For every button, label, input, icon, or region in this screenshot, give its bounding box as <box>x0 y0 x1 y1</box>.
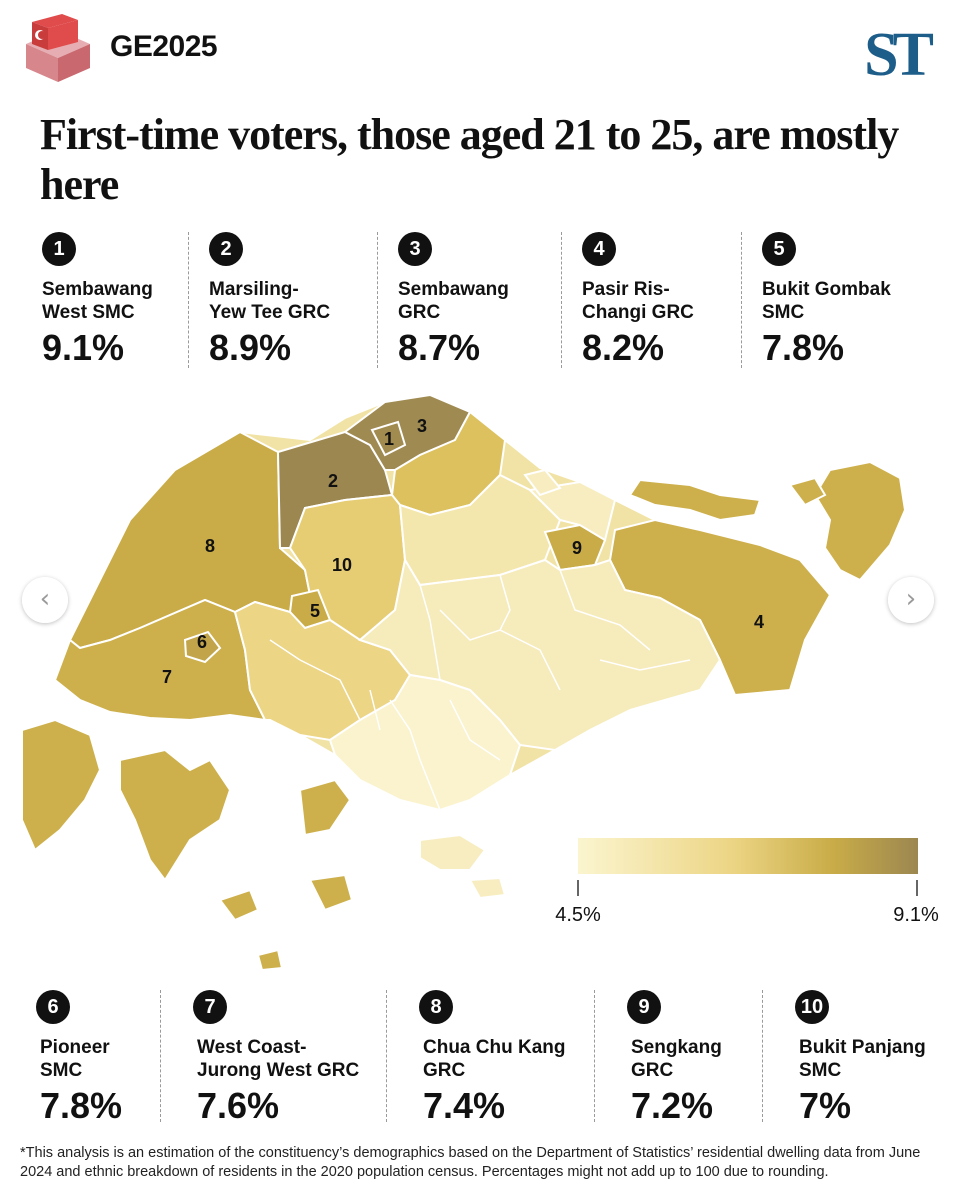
rank-number: 4 <box>582 232 616 266</box>
rank-number: 7 <box>193 990 227 1024</box>
region-south <box>328 673 522 812</box>
rank-number: 8 <box>419 990 453 1024</box>
rank-item-10: 10 Bukit Panjang SMC 7% <box>762 990 936 1126</box>
rank-item-5: 5 Bukit Gombak SMC 7.8% <box>741 232 936 368</box>
headline: First-time voters, those aged 21 to 25, … <box>40 110 899 209</box>
header: GE2025 ST <box>22 14 936 89</box>
sentosa <box>419 833 487 871</box>
region-label-10: 10 <box>332 555 352 575</box>
region-label-9: 9 <box>572 538 582 558</box>
constituency-name: Sembawang West SMC <box>42 279 153 323</box>
percentage-value: 8.2% <box>582 327 665 368</box>
region-label-1: 1 <box>384 429 394 449</box>
publisher-logo: ST <box>864 21 934 89</box>
south-island-2 <box>308 873 354 912</box>
region-label-4: 4 <box>754 612 764 632</box>
pulau-ubin <box>628 478 762 522</box>
south-island-3 <box>256 948 284 972</box>
constituency-name: Bukit Panjang SMC <box>799 1037 926 1081</box>
footnote: *This analysis is an estimation of the c… <box>20 1145 921 1180</box>
color-legend: 4.5% 9.1% <box>555 838 939 926</box>
constituency-name: Marsiling- Yew Tee GRC <box>209 279 331 323</box>
rank-item-7: 7 West Coast- Jurong West GRC 7.6% <box>160 990 386 1126</box>
bottom-ranking-row: 6 Pioneer SMC 7.8% 7 West Coast- Jurong … <box>22 990 936 1126</box>
constituency-name: Sembawang GRC <box>398 279 509 323</box>
rank-number: 3 <box>398 232 432 266</box>
constituency-name: Pioneer SMC <box>40 1037 110 1081</box>
rank-item-3: 3 Sembawang GRC 8.7% <box>377 232 561 368</box>
top-ranking-row: 1 Sembawang West SMC 9.1% 2 Marsiling- Y… <box>22 232 936 368</box>
region-label-3: 3 <box>417 416 427 436</box>
percentage-value: 9.1% <box>42 327 125 368</box>
region-label-5: 5 <box>310 601 320 621</box>
rank-item-4: 4 Pasir Ris- Changi GRC 8.2% <box>561 232 741 368</box>
region-label-2: 2 <box>328 471 338 491</box>
previous-slide-button[interactable]: ‹ <box>22 577 68 623</box>
legend-min-label: 4.5% <box>555 904 601 926</box>
brand-tag: GE2025 <box>110 30 218 63</box>
region-sengkang <box>543 523 607 572</box>
rank-item-6: 6 Pioneer SMC 7.8% <box>22 990 160 1126</box>
constituency-name: Bukit Gombak SMC <box>762 279 891 323</box>
region-punggol <box>527 480 617 542</box>
percentage-value: 8.7% <box>398 327 481 368</box>
percentage-value: 7.6% <box>197 1085 280 1126</box>
ballot-box-icon <box>26 14 90 82</box>
rank-item-8: 8 Chua Chu Kang GRC 7.4% <box>386 990 594 1126</box>
region-label-7: 7 <box>162 667 172 687</box>
constituency-boundaries <box>269 569 691 811</box>
jurong-island <box>119 748 232 882</box>
percentage-value: 8.9% <box>209 327 292 368</box>
region-labels: 1 2 3 4 5 6 7 8 9 10 <box>162 416 764 687</box>
constituency-name: Sengkang GRC <box>631 1037 722 1081</box>
percentage-value: 7% <box>799 1085 852 1126</box>
constituency-name: Pasir Ris- Changi GRC <box>582 279 694 323</box>
coney-island <box>788 476 827 507</box>
region-sembawang-west <box>370 420 407 457</box>
percentage-value: 7.8% <box>40 1085 123 1126</box>
rank-number: 5 <box>762 232 796 266</box>
rank-number: 1 <box>42 232 76 266</box>
region-label-8: 8 <box>205 536 215 556</box>
region-pioneer <box>183 630 222 664</box>
south-island-1 <box>218 888 260 922</box>
rank-number: 9 <box>627 990 661 1024</box>
rank-number: 10 <box>795 990 829 1024</box>
percentage-value: 7.8% <box>762 327 845 368</box>
rank-item-2: 2 Marsiling- Yew Tee GRC 8.9% <box>188 232 377 368</box>
legend-gradient-bar <box>578 838 918 874</box>
constituency-name: West Coast- Jurong West GRC <box>197 1037 360 1081</box>
percentage-value: 7.2% <box>631 1085 714 1126</box>
singapore-map: 1 2 3 4 5 6 7 8 9 10 4.5% 9.1% <box>21 393 939 972</box>
tuas-island <box>21 718 102 852</box>
semakau-island <box>298 778 352 837</box>
rank-number: 6 <box>36 990 70 1024</box>
next-slide-button[interactable]: › <box>888 577 934 623</box>
pulau-tekong <box>813 460 907 582</box>
rank-item-1: 1 Sembawang West SMC 9.1% <box>22 232 188 368</box>
rank-item-9: 9 Sengkang GRC 7.2% <box>594 990 762 1126</box>
rank-number: 2 <box>209 232 243 266</box>
constituency-name: Chua Chu Kang GRC <box>423 1037 566 1081</box>
south-islet-4 <box>468 876 507 900</box>
region-label-6: 6 <box>197 632 207 652</box>
north-islet <box>523 468 562 497</box>
legend-max-label: 9.1% <box>893 904 939 926</box>
percentage-value: 7.4% <box>423 1085 506 1126</box>
